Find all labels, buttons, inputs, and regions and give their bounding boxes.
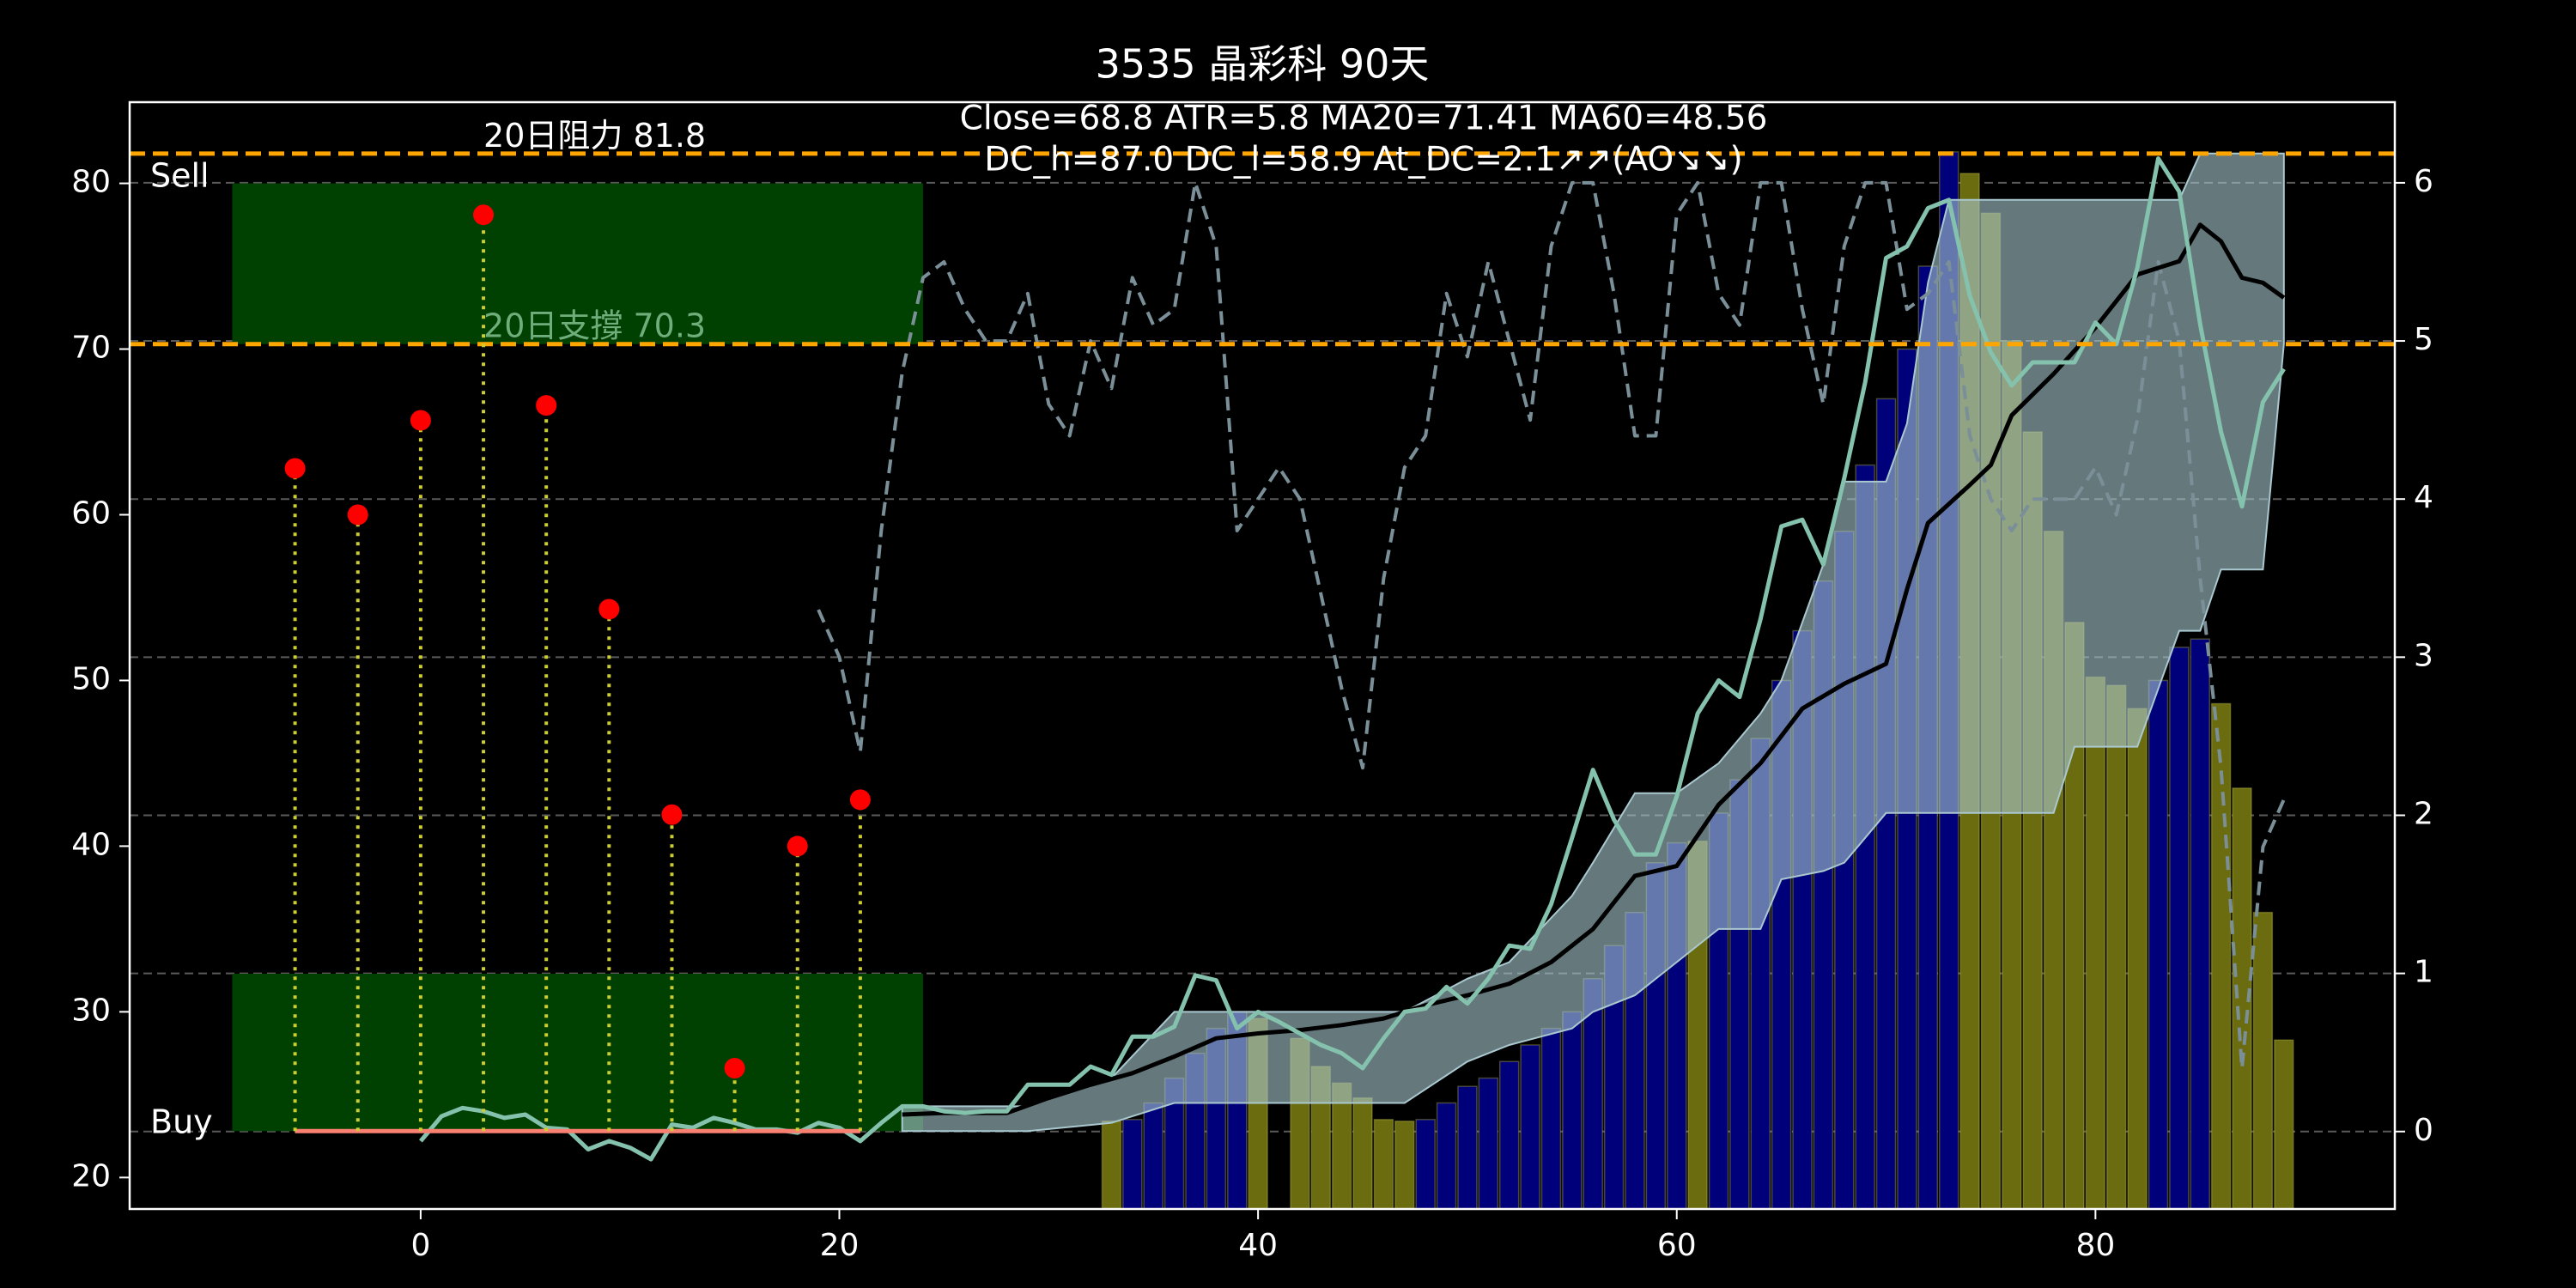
- bar: [1562, 1011, 1583, 1210]
- bar: [2190, 638, 2210, 1210]
- channel-band: [901, 152, 2285, 1133]
- bar: [2127, 708, 2148, 1210]
- y2-tick-label: 6: [2414, 164, 2433, 199]
- y-tick-label: 40: [71, 827, 111, 862]
- reference-label: 20日阻力 81.8: [483, 117, 706, 155]
- y2-tick-label: 2: [2414, 796, 2433, 831]
- bar: [1436, 1102, 1457, 1210]
- bar: [1540, 1027, 1562, 1210]
- y2-tick-label: 5: [2414, 322, 2433, 357]
- stem-point: [598, 598, 620, 620]
- bar: [1457, 1085, 1478, 1210]
- y2-tick-label: 1: [2414, 955, 2433, 990]
- stem-point: [410, 410, 431, 431]
- annotation: DC_h=87.0 DC_l=58.9 At_DC=2.1↗↗(AO↘↘): [984, 141, 1742, 179]
- bar: [2169, 647, 2190, 1210]
- y-tick-label: 30: [71, 993, 111, 1028]
- bar: [2148, 679, 2169, 1210]
- dashed-line: [817, 180, 2286, 1071]
- bar: [1498, 1060, 1520, 1210]
- bar: [1101, 1120, 1122, 1210]
- zone-label: Buy: [150, 1103, 213, 1140]
- stem-point: [724, 1057, 745, 1078]
- bar: [2085, 676, 2106, 1210]
- y-tick-label: 70: [71, 331, 111, 366]
- y2-tick-label: 0: [2414, 1113, 2433, 1148]
- bar: [1520, 1044, 1540, 1210]
- bar: [1415, 1119, 1436, 1210]
- y2-tick-label: 3: [2414, 638, 2433, 673]
- bar: [1122, 1119, 1143, 1210]
- line: [418, 156, 2286, 1162]
- bar: [2274, 1039, 2294, 1210]
- y2-tick-label: 4: [2414, 480, 2433, 515]
- x-tick-label: 20: [820, 1228, 860, 1263]
- chart-title: 3535 晶彩科 90天: [1096, 41, 1430, 88]
- bar: [1352, 1097, 1373, 1210]
- stem-point: [661, 804, 683, 825]
- stem-point: [787, 835, 808, 857]
- stem-point: [284, 458, 306, 479]
- bar: [1143, 1102, 1163, 1210]
- y-tick-label: 80: [71, 165, 111, 200]
- stem-point: [473, 204, 495, 226]
- stem-point: [536, 395, 557, 416]
- x-tick-label: 0: [410, 1228, 430, 1263]
- annotation: Close=68.8 ATR=5.8 MA20=71.41 MA60=48.56: [960, 100, 1768, 138]
- y-tick-label: 50: [71, 661, 111, 696]
- stem-point: [849, 789, 871, 811]
- y-tick-label: 60: [71, 495, 111, 531]
- axes-frame: [128, 100, 2397, 1211]
- x-tick-label: 60: [1657, 1228, 1697, 1263]
- bar: [1478, 1077, 1499, 1210]
- bar: [1373, 1119, 1394, 1210]
- y-tick-label: 20: [71, 1158, 111, 1194]
- zone-label: Sell: [150, 157, 210, 195]
- reference-label: 20日支撐 70.3: [483, 307, 706, 345]
- zone: [232, 183, 924, 344]
- bar: [2106, 684, 2127, 1210]
- bar: [2252, 911, 2274, 1210]
- zone: [232, 973, 924, 1132]
- stem-point: [347, 504, 368, 526]
- x-tick-label: 80: [2075, 1228, 2115, 1263]
- line: [902, 222, 2286, 1117]
- bar: [1394, 1120, 1415, 1210]
- x-tick-label: 40: [1238, 1228, 1278, 1263]
